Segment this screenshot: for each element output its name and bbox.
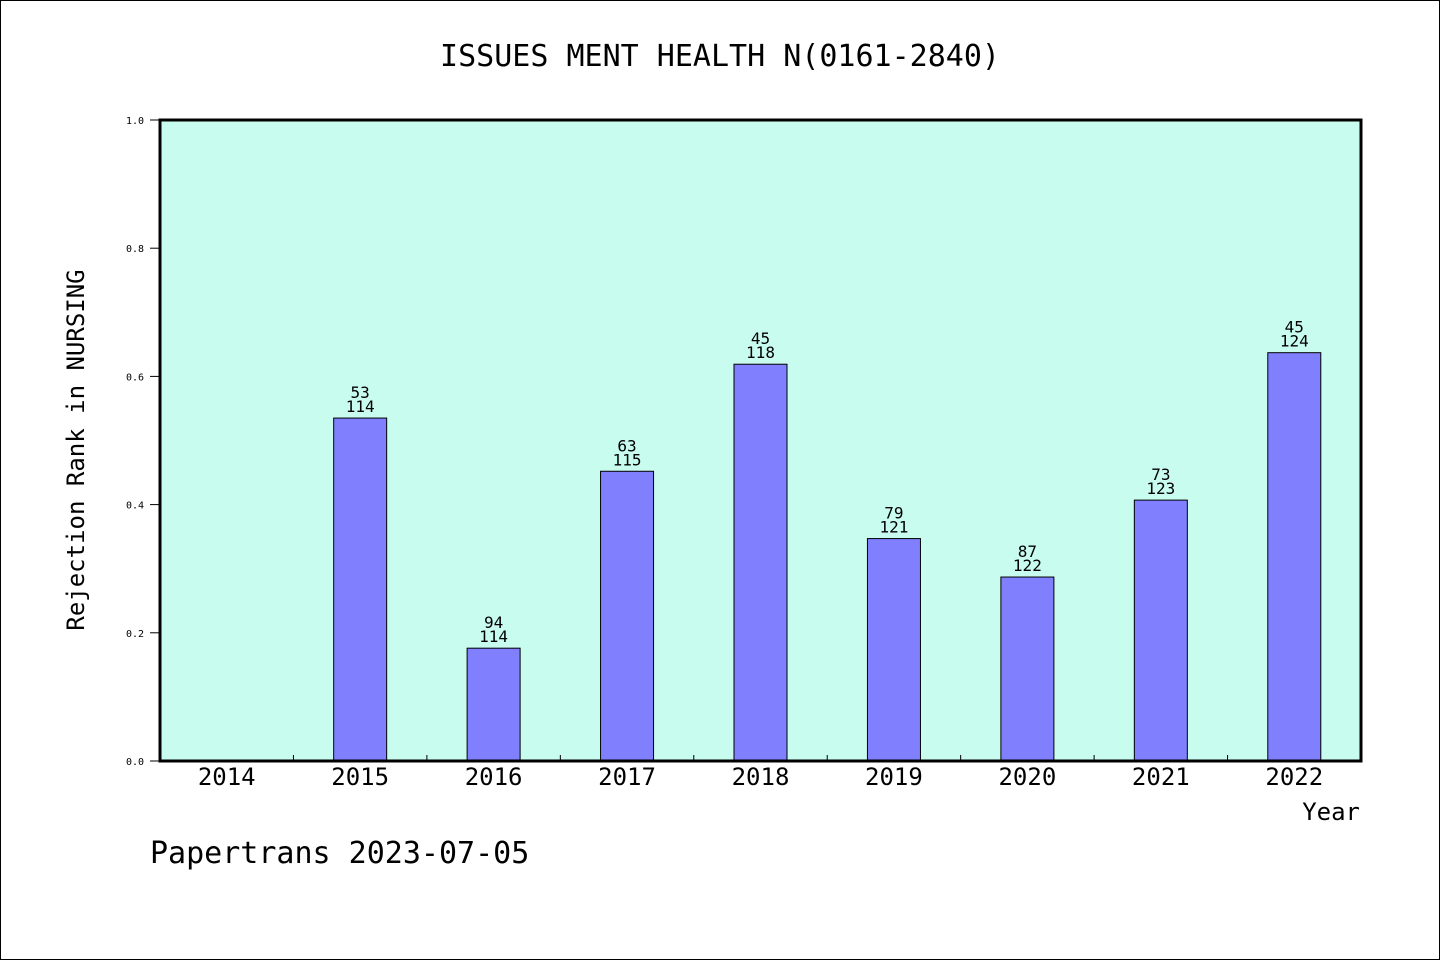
x-tick-label: 2021 [1132, 763, 1190, 791]
chart-title: ISSUES MENT HEALTH N(0161-2840) [440, 39, 1000, 74]
x-tick-group: 2014 2015 2016 2017 2018 2019 2020 2021 2022 [198, 755, 1323, 791]
x-tick-label: 2017 [598, 763, 656, 791]
bar-label-top: 79 [884, 504, 903, 523]
y-tick-label: 0.6 [126, 372, 144, 383]
bar [866, 538, 921, 762]
y-tick-label: 1.0 [126, 116, 144, 127]
bar-group [333, 352, 1322, 762]
x-tick-label: 2020 [998, 763, 1056, 791]
bar-label-top: 94 [484, 613, 503, 632]
bar-label-top: 45 [1285, 318, 1304, 337]
bar-label-bottom: 121 [879, 518, 908, 537]
y-tick-label: 0.0 [126, 757, 144, 768]
x-tick-label: 2016 [465, 763, 523, 791]
bar [1267, 352, 1322, 762]
bar-label-top: 63 [617, 436, 636, 455]
bar-label-top: 87 [1018, 542, 1037, 561]
bar-label-bottom: 123 [1146, 479, 1175, 498]
x-tick-label: 2019 [865, 763, 923, 791]
y-tick-label: 0.2 [126, 629, 144, 640]
bar-label-bottom: 114 [346, 397, 375, 416]
x-tick-label: 2014 [198, 763, 256, 791]
bar-label-bottom: 118 [746, 343, 775, 362]
bar-label-bottom: 122 [1013, 556, 1042, 575]
footer-watermark: Papertrans 2023-07-05 [150, 836, 529, 871]
bar [1133, 499, 1188, 762]
bar-label-bottom: 115 [613, 450, 642, 469]
x-axis-label: Year [1302, 798, 1360, 826]
y-axis-label: Rejection Rank in NURSING [62, 269, 90, 630]
bar-label-top: 53 [351, 383, 370, 402]
plot-border [158, 118, 1363, 763]
y-tick-label: 0.4 [126, 501, 144, 512]
bar-label-bottom: 114 [479, 627, 508, 646]
bar-label-top: 45 [751, 329, 770, 348]
bar [600, 470, 655, 762]
x-tick-label: 2022 [1265, 763, 1323, 791]
bar [333, 417, 388, 762]
bar-label-bottom: 124 [1280, 332, 1309, 351]
x-tick-label: 2015 [331, 763, 389, 791]
bar-label-top: 73 [1151, 465, 1170, 484]
bar [1000, 576, 1055, 762]
bar [733, 363, 788, 762]
y-tick-label: 0.8 [126, 244, 144, 255]
x-tick-label: 2018 [732, 763, 790, 791]
y-tick-group: 0.0 0.2 0.4 0.6 0.8 1.0 [126, 116, 160, 768]
bar [466, 647, 521, 762]
